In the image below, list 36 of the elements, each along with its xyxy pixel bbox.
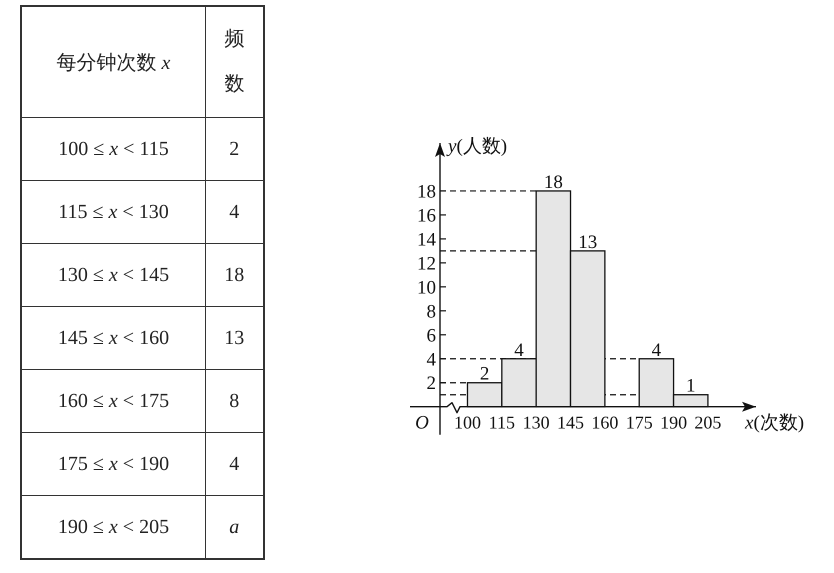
x-tick-label: 115 bbox=[488, 412, 515, 433]
x-tick-label: 100 bbox=[454, 412, 481, 433]
x-axis-title: x(次数) bbox=[744, 412, 804, 434]
category-label: 175 ≤ x < 190 bbox=[58, 452, 170, 474]
y-tick-label: 16 bbox=[417, 205, 436, 226]
data-label: 8 bbox=[229, 390, 240, 412]
x-tick-label: 190 bbox=[660, 412, 688, 433]
y-tick-label: 18 bbox=[417, 181, 436, 202]
y-tick-label: 2 bbox=[426, 373, 436, 394]
y-tick-label: 4 bbox=[426, 349, 436, 370]
data-label: 4 bbox=[229, 200, 240, 222]
x-tick-label: 145 bbox=[557, 412, 584, 433]
text: O bbox=[415, 412, 430, 434]
y-axis-title: y(人数) bbox=[446, 136, 508, 157]
y-tick-label: 6 bbox=[426, 325, 436, 346]
y-tick-label: 14 bbox=[417, 229, 436, 250]
data-label: 2 bbox=[229, 138, 240, 160]
category-label: 190 ≤ x < 205 bbox=[58, 516, 170, 538]
x-tick-label: 130 bbox=[522, 412, 550, 433]
data-label: 13 bbox=[224, 326, 244, 348]
y-tick-label: 12 bbox=[417, 253, 436, 274]
x-tick-label: 175 bbox=[626, 412, 653, 433]
data-label: a bbox=[229, 516, 240, 538]
text: 每分钟次数 x bbox=[56, 52, 170, 74]
category-label: 115 ≤ x < 130 bbox=[58, 200, 169, 222]
category-label: 160 ≤ x < 175 bbox=[58, 390, 170, 412]
x-tick-label: 205 bbox=[694, 412, 722, 433]
data-label: 18 bbox=[224, 264, 244, 286]
category-label: 100 ≤ x < 115 bbox=[58, 138, 169, 160]
x-tick-label: 160 bbox=[591, 412, 618, 433]
category-label: 130 ≤ x < 145 bbox=[58, 264, 170, 286]
data-label: 4 bbox=[229, 452, 240, 474]
y-tick-label: 8 bbox=[426, 301, 436, 322]
y-tick-label: 10 bbox=[417, 277, 436, 298]
category-label: 145 ≤ x < 160 bbox=[58, 326, 170, 348]
text: 频数 bbox=[224, 28, 244, 95]
